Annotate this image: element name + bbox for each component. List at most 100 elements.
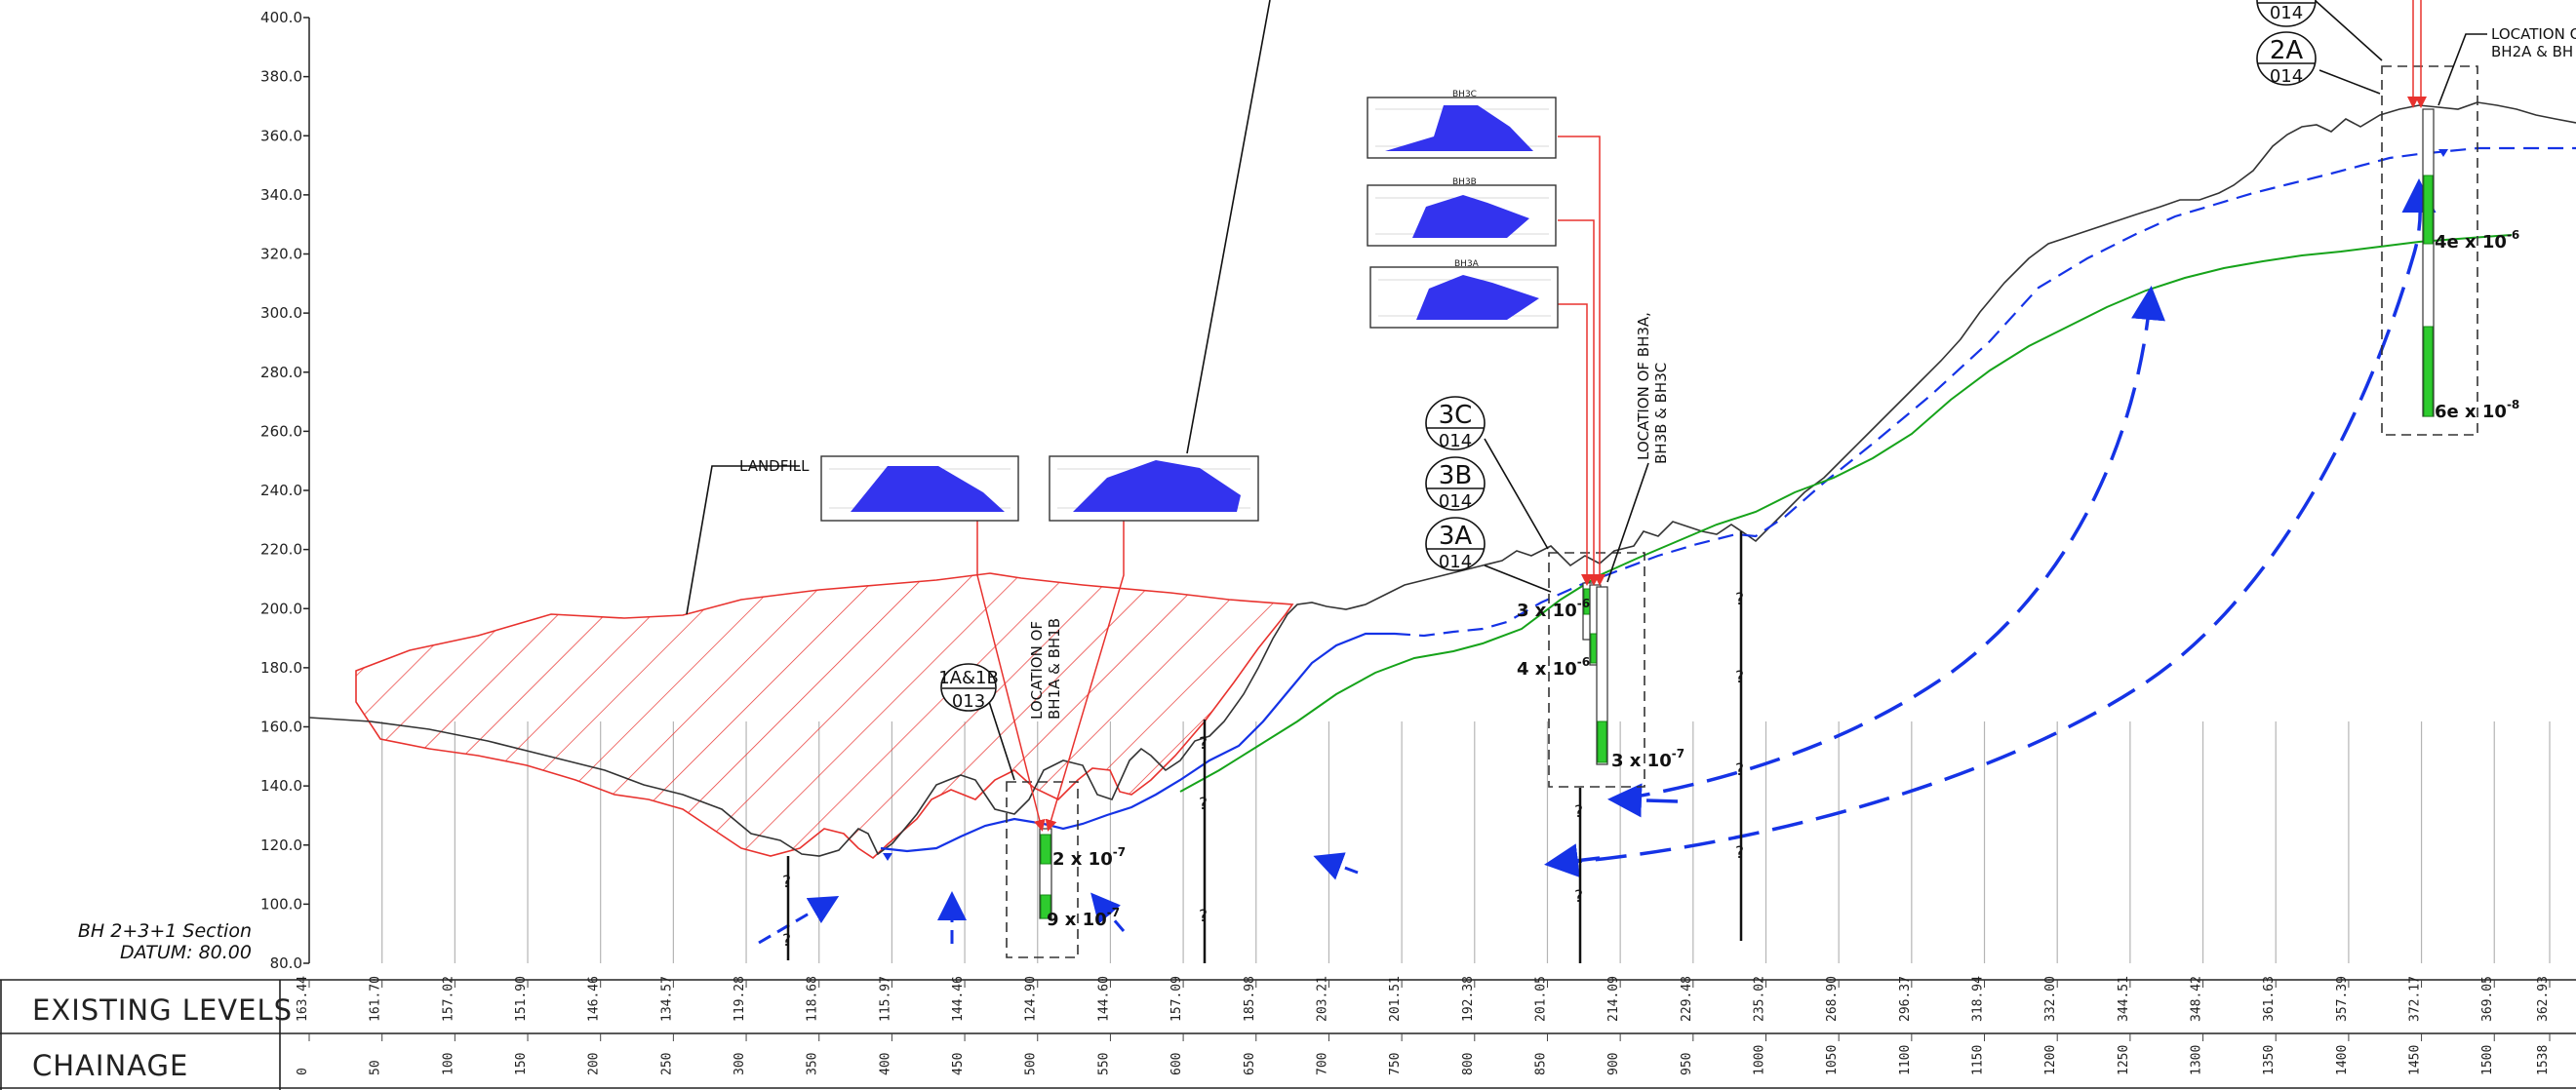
callout-tag-2b: 014 (2256, 0, 2317, 27)
existing-level-value: 144.60 (1096, 976, 1111, 1022)
red-leader-lines (976, 0, 2427, 832)
uncertainty-marks: ? ? ? ? ? ? ? ? ? ? ? (782, 590, 1744, 951)
location-bh1-label-2: BH1A & BH1B (1046, 618, 1063, 720)
chainage-value: 1000 (1752, 1045, 1766, 1075)
landfill-area (355, 572, 1294, 860)
svg-text:014: 014 (2270, 3, 2303, 23)
chainage-value: 800 (1461, 1053, 1476, 1075)
chainage-value: 1200 (2043, 1045, 2058, 1075)
inset-bh1b (1049, 455, 1259, 522)
perm-bh1-lower: 9 x 10-7 (1047, 906, 1120, 930)
existing-level-value: 161.70 (369, 976, 383, 1022)
inset-bh3a-title: BH3A (1454, 259, 1480, 269)
existing-level-value: 369.05 (2480, 976, 2495, 1022)
perm-bh3c: 3 x 10-7 (1611, 747, 1684, 771)
existing-level-value: 332.00 (2043, 976, 2058, 1022)
chainage-title: CHAINAGE (32, 1049, 188, 1082)
flow-arrow-1 (1607, 783, 1679, 818)
chainage-value: 150 (514, 1053, 529, 1075)
elevation-axis: 80.0 100.0 120.0 140.0 160.0 180.0 200.0 220.0 2… (260, 9, 310, 972)
y-axis-tick-label: 160.0 (260, 719, 302, 736)
existing-level-value: 203.21 (1315, 976, 1329, 1022)
svg-text:?: ? (1199, 907, 1208, 926)
existing-level-value: 229.48 (1680, 976, 1694, 1022)
svg-text:014: 014 (1439, 552, 1472, 572)
y-axis-tick-label: 100.0 (260, 895, 302, 913)
flow-path-lower (1550, 178, 2437, 866)
chainage-value: 350 (806, 1053, 820, 1075)
chainage-value: 850 (1533, 1053, 1548, 1075)
y-axis-tick-label: 360.0 (260, 127, 302, 144)
levels-table: EXISTING LEVELS CHAINAGE 163.44 0 161.70 50… (0, 976, 2576, 1090)
green-line (1179, 234, 2513, 793)
location-bh1-label-1: LOCATION OF (1028, 621, 1046, 720)
chainage-value: 250 (659, 1053, 674, 1075)
chainage-value: 1100 (1898, 1045, 1913, 1075)
y-axis-tick-label: 240.0 (260, 482, 302, 499)
perm-bh2-lower: 6e x 10-8 (2435, 398, 2519, 422)
flow-arrow-6 (1090, 892, 1126, 932)
existing-level-value: 201.51 (1388, 976, 1403, 1022)
water-table-marker-1 (883, 853, 892, 861)
borehole-bh3c-casing (1596, 586, 1608, 765)
chainage-value: 1400 (2335, 1045, 2350, 1075)
landfill-label: LANDFILL (739, 457, 810, 475)
groundwater-level-line (880, 632, 1395, 853)
existing-level-value: 118.68 (806, 976, 820, 1022)
chainage-value: 550 (1096, 1053, 1111, 1075)
svg-text:?: ? (1199, 734, 1208, 754)
existing-level-value: 115.97 (878, 976, 892, 1022)
chainage-value: 950 (1680, 1053, 1694, 1075)
borehole-bh3c-screen (1597, 720, 1607, 763)
y-axis-tick-label: 260.0 (260, 422, 302, 440)
y-axis-tick-label: 380.0 (260, 68, 302, 86)
y-axis-tick-label: 140.0 (260, 777, 302, 795)
borehole-bh1-zone (1006, 781, 1079, 958)
y-axis-tick-label: 400.0 (260, 9, 302, 26)
chainage-value: 1500 (2480, 1045, 2495, 1075)
existing-level-value: 296.37 (1898, 976, 1913, 1022)
borehole-bh1-screen-upper (1040, 834, 1051, 865)
svg-text:?: ? (782, 873, 791, 892)
svg-text:014: 014 (1439, 431, 1472, 451)
permeability-labels: 2 x 10-7 9 x 10-7 3 x 10-6 4 x 10-6 3 x … (1047, 228, 2519, 930)
chainage-value: 1050 (1825, 1045, 1840, 1075)
svg-text:3B: 3B (1439, 461, 1472, 490)
y-axis-tick-label: 280.0 (260, 364, 302, 381)
location-bh3-label-2: BH3B & BH3C (1652, 363, 1670, 464)
existing-level-value: 157.09 (1169, 976, 1184, 1022)
svg-text:?: ? (1735, 590, 1744, 609)
location-bh2-label-1: LOCATION O (2491, 25, 2576, 43)
existing-level-value: 201.05 (1533, 976, 1548, 1022)
chainage-value: 100 (441, 1053, 456, 1075)
chainage-value: 300 (733, 1053, 747, 1075)
y-axis-tick-label: 80.0 (270, 954, 302, 972)
borehole-bh2a-screen-upper (2423, 175, 2434, 245)
callout-tag-3c: 3C 014 (1425, 396, 1486, 451)
existing-level-value: 157.02 (441, 976, 456, 1022)
borehole-bh2a-screen-lower (2423, 326, 2434, 417)
chainage-value: 200 (587, 1053, 602, 1075)
existing-level-value: 163.44 (296, 976, 310, 1022)
existing-level-value: 372.17 (2408, 976, 2423, 1022)
existing-level-value: 146.46 (587, 976, 602, 1022)
location-bh3-label-1: LOCATION OF BH3A, (1635, 312, 1652, 460)
y-axis-tick-label: 200.0 (260, 600, 302, 617)
existing-level-value: 214.09 (1606, 976, 1621, 1022)
existing-level-value: 151.90 (514, 976, 529, 1022)
borehole-bh3-zone (1548, 552, 1645, 788)
existing-level-value: 318.94 (1971, 976, 1986, 1022)
inset-bh3c-title: BH3C (1452, 90, 1477, 99)
existing-ground-line (308, 101, 2576, 857)
chainage-value: 750 (1388, 1053, 1403, 1075)
inset-bh3b-title: BH3B (1452, 177, 1477, 187)
chainage-value: 1150 (1971, 1045, 1986, 1075)
perm-bh3a: 3 x 10-6 (1517, 597, 1590, 621)
inset-bh3b (1367, 184, 1557, 247)
chainage-value: 450 (951, 1053, 966, 1075)
existing-level-value: 119.28 (733, 976, 747, 1022)
svg-text:?: ? (1735, 760, 1744, 780)
svg-text:3C: 3C (1439, 401, 1473, 430)
svg-text:3A: 3A (1439, 522, 1473, 551)
svg-text:014: 014 (2270, 66, 2303, 87)
